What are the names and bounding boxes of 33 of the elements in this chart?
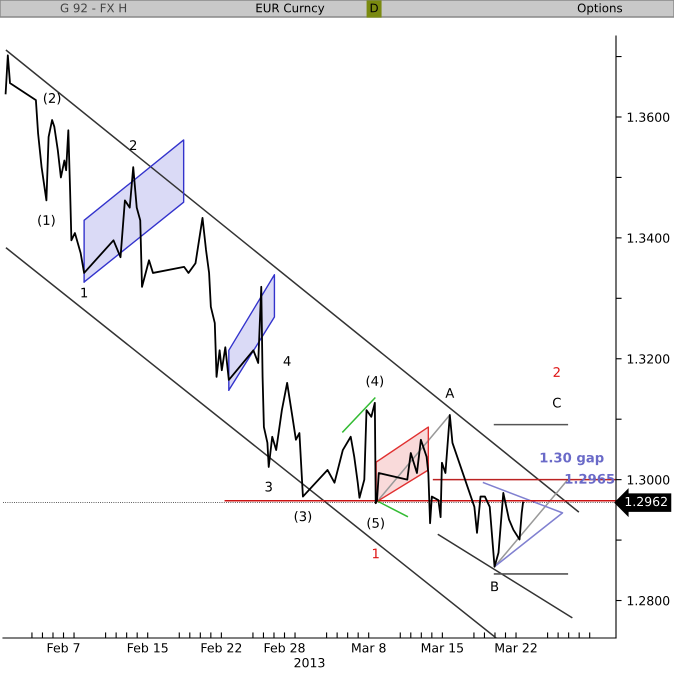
x-tick-label: Mar 15 xyxy=(422,643,463,653)
annotation: (1) xyxy=(38,214,55,227)
y-tick-label: 1.3200 xyxy=(628,354,670,364)
annotation: 3 xyxy=(266,482,272,492)
text: Options xyxy=(578,3,622,15)
y-tick-label: 1.3000 xyxy=(628,475,670,485)
x-tick-label: Feb 22 xyxy=(202,642,242,653)
annotation: C xyxy=(552,398,561,408)
annotation: 2 xyxy=(554,367,560,377)
annotation: A xyxy=(445,388,454,398)
x-tick-label: Mar 22 xyxy=(496,643,537,653)
x-tick-label: Feb 28 xyxy=(264,642,305,653)
text: D xyxy=(370,4,378,12)
x-tick-label: Mar 8 xyxy=(352,643,386,653)
annotation: 1 xyxy=(81,288,88,298)
chart-title: G 92 - FX H xyxy=(60,3,126,12)
x-axis-title: 2013 xyxy=(294,658,324,668)
x-tick-label: Feb 7 xyxy=(48,642,80,653)
y-tick-label: 1.3400 xyxy=(628,233,670,243)
annotation: (3) xyxy=(294,511,312,523)
x-tick-label: Feb 15 xyxy=(128,642,168,653)
annotation: 2 xyxy=(130,140,136,150)
y-tick-label: 1.2800 xyxy=(628,596,670,606)
annotation: (2) xyxy=(44,92,60,105)
annotation: 1 xyxy=(372,548,379,558)
annotation: B xyxy=(491,582,498,592)
annotation: (5) xyxy=(368,518,384,530)
annotation: 1.30 gap xyxy=(540,452,604,466)
annotation: 4 xyxy=(284,356,291,366)
annotation: (4) xyxy=(366,376,384,388)
ref-line-label: 1.2962 xyxy=(626,496,667,506)
y-tick-label: 1.3600 xyxy=(628,112,670,122)
chart-subtitle: EUR Curncy xyxy=(256,3,324,15)
